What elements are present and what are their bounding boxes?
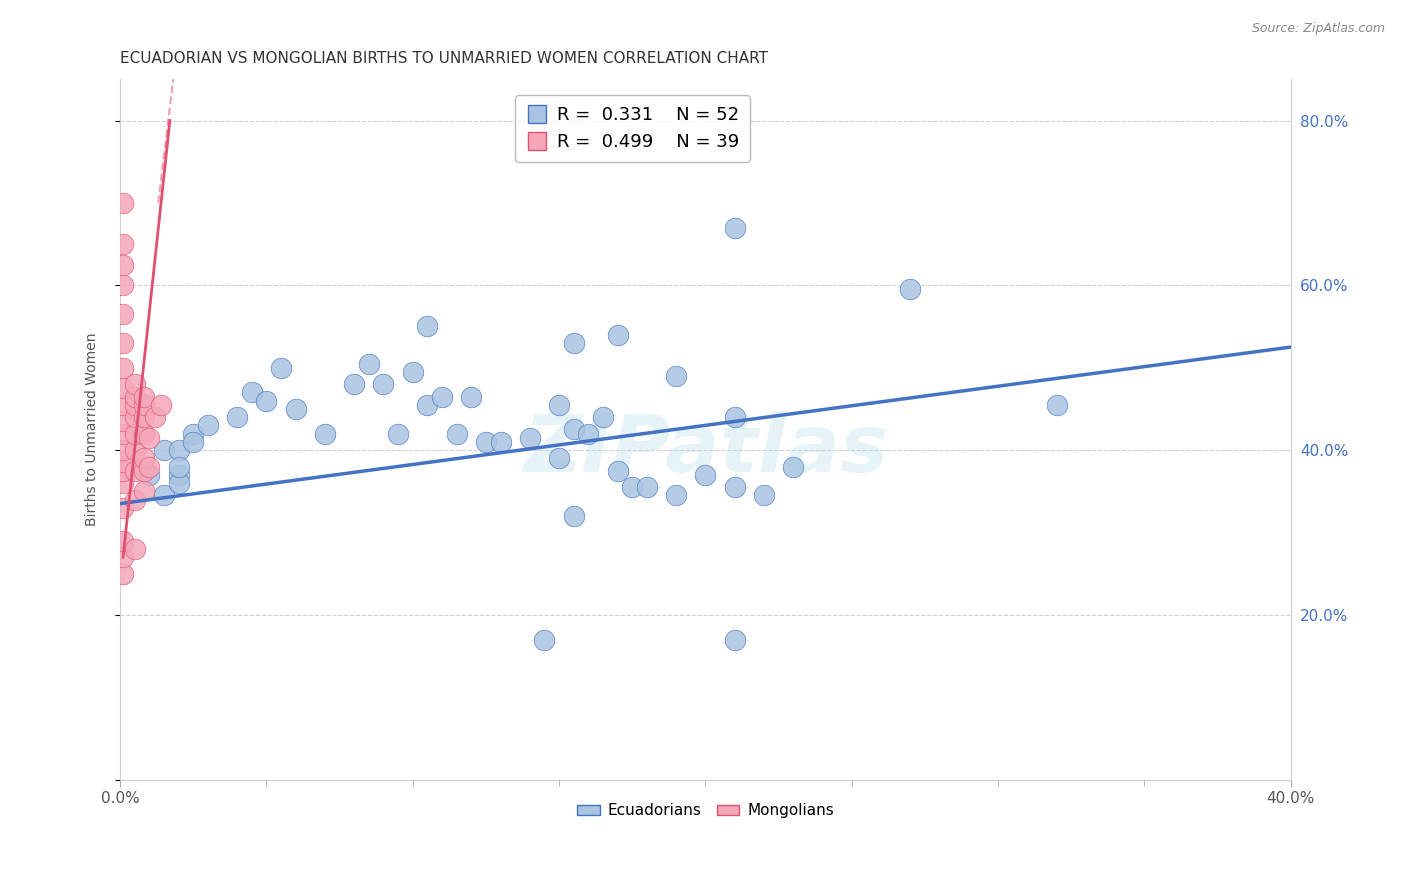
Point [723,220,745,235]
Point [112,360,135,375]
Point [143,410,166,425]
Point [112,381,135,395]
Point [124,492,146,507]
Point [167,443,190,458]
Point [240,385,263,400]
Point [576,426,599,441]
Point [592,410,614,425]
Point [124,377,146,392]
Point [112,258,135,272]
Point [132,426,155,441]
Point [181,434,204,449]
Point [430,390,453,404]
Point [460,390,482,404]
Point [132,451,155,466]
Point [112,455,135,469]
Point [138,459,160,474]
Point [112,307,135,321]
Point [124,410,146,425]
Point [112,335,135,350]
Point [636,480,658,494]
Point [446,426,468,441]
Point [723,480,745,494]
Point [112,566,135,581]
Point [132,484,155,499]
Point [723,632,745,647]
Point [138,467,160,482]
Point [548,451,571,466]
Point [1045,398,1067,412]
Point [519,431,541,445]
Point [124,426,146,441]
Point [416,398,439,412]
Point [124,398,146,412]
Point [197,418,219,433]
Point [167,467,190,482]
Point [402,365,425,379]
Point [782,459,804,474]
Point [167,459,190,474]
Point [606,327,628,342]
Point [112,464,135,478]
Text: Source: ZipAtlas.com: Source: ZipAtlas.com [1251,22,1385,36]
Point [606,464,628,478]
Point [562,508,585,523]
Text: ZIPatlas: ZIPatlas [523,411,887,490]
Point [723,410,745,425]
Point [112,476,135,491]
Point [112,550,135,565]
Point [489,434,512,449]
Point [124,443,146,458]
Point [132,410,155,425]
Point [112,278,135,293]
Point [373,377,395,392]
Point [153,443,176,458]
Point [132,398,155,412]
Point [665,368,688,383]
Point [124,541,146,556]
Point [357,357,380,371]
Point [112,414,135,428]
Point [387,426,409,441]
Point [898,282,921,296]
Point [562,422,585,436]
Point [284,401,307,416]
Point [181,426,204,441]
Point [256,393,278,408]
Point [124,464,146,478]
Point [270,360,292,375]
Point [132,390,155,404]
Point [112,426,135,441]
Point [167,476,190,491]
Point [112,443,135,458]
Point [665,488,688,502]
Point [343,377,366,392]
Point [112,398,135,412]
Point [112,533,135,548]
Point [132,464,155,478]
Point [112,195,135,210]
Point [153,488,176,502]
Point [562,335,585,350]
Point [226,410,249,425]
Point [112,237,135,252]
Point [124,390,146,404]
Point [150,398,173,412]
Point [475,434,498,449]
Point [533,632,555,647]
Point [112,500,135,515]
Point [695,467,717,482]
Text: ECUADORIAN VS MONGOLIAN BIRTHS TO UNMARRIED WOMEN CORRELATION CHART: ECUADORIAN VS MONGOLIAN BIRTHS TO UNMARR… [120,51,768,66]
Point [621,480,644,494]
Point [416,319,439,334]
Point [138,431,160,445]
Point [314,426,336,441]
Point [548,398,571,412]
Legend: Ecuadorians, Mongolians: Ecuadorians, Mongolians [571,797,839,824]
Point [752,488,775,502]
Y-axis label: Births to Unmarried Women: Births to Unmarried Women [86,333,100,526]
